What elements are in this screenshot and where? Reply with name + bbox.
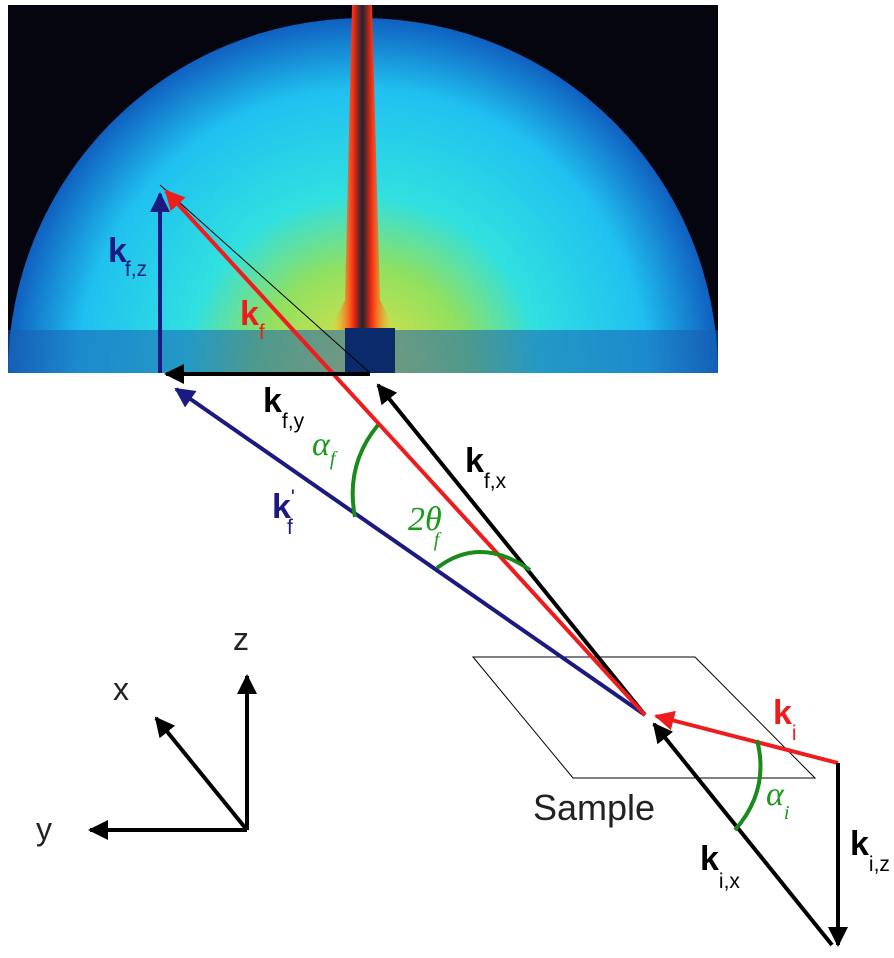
label-part: i [792,722,797,745]
angle-label: αi [766,776,789,824]
kfx-arrow [378,385,645,715]
label-part: k [773,694,792,732]
angle-arc [735,740,761,830]
label-part: k [850,825,869,863]
label-part: i,x [719,870,741,893]
label-part: f [330,448,338,470]
vector-label: k'f [272,486,295,539]
sample-label: Sample [533,787,655,828]
label-part: k [700,840,719,878]
label-part: α [312,426,331,463]
label-part: f,z [125,258,147,281]
label-part: k [465,442,484,480]
label-part: f,y [282,410,305,433]
vector-label: kf,y [263,382,305,433]
kf-prime-arrow [176,389,645,715]
label-part: f [287,516,293,539]
angle-label: αf [312,426,338,470]
vector-label: ki [773,694,797,745]
angle-arc [353,425,378,517]
axis-label: x [113,671,129,707]
vector-label: ki,z [850,825,890,876]
axis-label: z [233,621,249,657]
detector-image [8,5,718,373]
kix-arrow [654,724,832,945]
label-part: f [259,321,265,344]
diagram: kf,z kf kf,y kf,x k'f ki ki,x ki,z αf 2θ… [0,0,894,958]
label-part: i,z [869,853,890,876]
vector-label: ki,x [700,840,740,893]
axis-label: y [36,811,52,847]
sample-plane [473,657,815,778]
ki-arrow [656,716,838,763]
label-part: k [240,295,259,333]
label-part: k [263,382,282,420]
label-part: f,x [484,470,507,493]
label-part: i [784,802,790,824]
vector-label: kf,x [465,442,507,493]
label-part: α [766,776,785,813]
label-part: ' [291,486,295,509]
